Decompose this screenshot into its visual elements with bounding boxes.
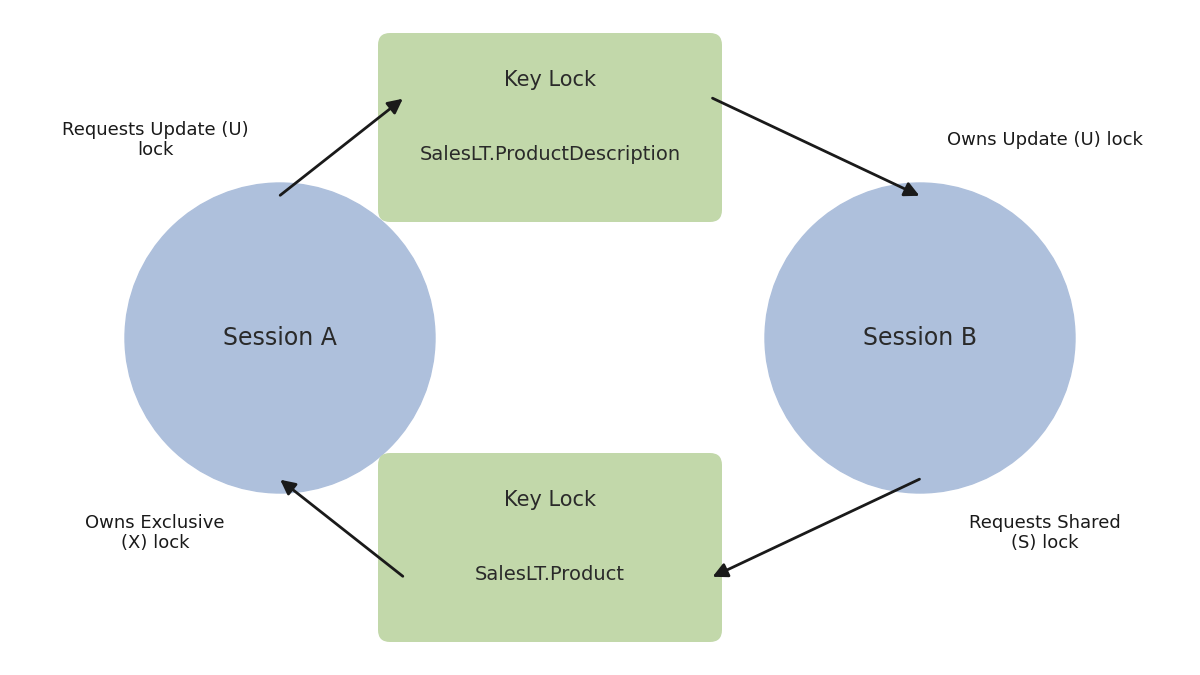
Text: Requests Shared
(S) lock: Requests Shared (S) lock [970,514,1121,552]
FancyBboxPatch shape [378,453,722,642]
Ellipse shape [125,183,436,493]
Ellipse shape [766,183,1075,493]
Text: Owns Update (U) lock: Owns Update (U) lock [947,131,1142,149]
Text: Key Lock: Key Lock [504,490,596,510]
Text: Owns Exclusive
(X) lock: Owns Exclusive (X) lock [85,514,224,552]
FancyBboxPatch shape [378,33,722,222]
Text: Session A: Session A [223,326,337,350]
Text: Requests Update (U)
lock: Requests Update (U) lock [61,121,248,159]
Text: Session B: Session B [863,326,977,350]
Text: SalesLT.Product: SalesLT.Product [475,566,625,585]
Text: SalesLT.ProductDescription: SalesLT.ProductDescription [420,146,680,165]
Text: Key Lock: Key Lock [504,70,596,90]
